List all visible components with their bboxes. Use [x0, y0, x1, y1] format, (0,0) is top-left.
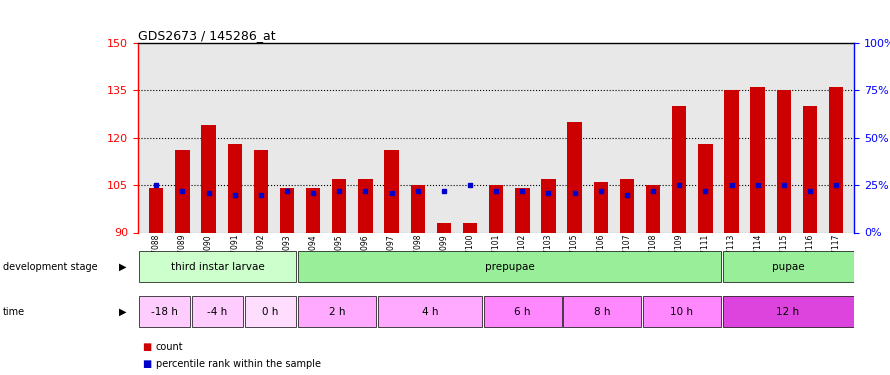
- Bar: [139, 252, 296, 282]
- Text: pupae: pupae: [772, 262, 805, 272]
- Text: GDS2673 / 145286_at: GDS2673 / 145286_at: [138, 29, 276, 42]
- Text: ▶: ▶: [119, 307, 126, 316]
- Text: 10 h: 10 h: [670, 307, 693, 316]
- Bar: [698, 144, 713, 232]
- Text: prepupae: prepupae: [484, 262, 534, 272]
- Bar: [192, 297, 243, 327]
- Bar: [643, 297, 721, 327]
- Bar: [672, 106, 686, 232]
- Bar: [201, 125, 215, 232]
- Bar: [541, 179, 555, 232]
- Bar: [359, 179, 373, 232]
- Bar: [228, 144, 242, 232]
- Bar: [306, 188, 320, 232]
- Bar: [298, 252, 721, 282]
- Bar: [489, 185, 504, 232]
- Bar: [298, 297, 376, 327]
- Text: ▶: ▶: [119, 262, 126, 272]
- Text: -4 h: -4 h: [207, 307, 228, 316]
- Text: ■: ■: [142, 342, 151, 352]
- Bar: [515, 188, 530, 232]
- Bar: [463, 223, 477, 232]
- Bar: [568, 122, 582, 232]
- Bar: [437, 223, 451, 232]
- Bar: [619, 179, 634, 232]
- Bar: [724, 90, 739, 232]
- Text: third instar larvae: third instar larvae: [171, 262, 264, 272]
- Bar: [723, 252, 854, 282]
- Text: count: count: [156, 342, 183, 352]
- Text: 4 h: 4 h: [422, 307, 438, 316]
- Text: 2 h: 2 h: [328, 307, 345, 316]
- Bar: [750, 87, 765, 232]
- Bar: [279, 188, 295, 232]
- Bar: [410, 185, 425, 232]
- Bar: [723, 297, 854, 327]
- Text: 6 h: 6 h: [514, 307, 531, 316]
- Bar: [175, 150, 190, 232]
- Text: -18 h: -18 h: [151, 307, 178, 316]
- Text: ■: ■: [142, 359, 151, 369]
- Bar: [829, 87, 844, 232]
- Bar: [245, 297, 296, 327]
- Bar: [384, 150, 399, 232]
- Bar: [139, 297, 190, 327]
- Text: time: time: [3, 307, 25, 316]
- Bar: [777, 90, 791, 232]
- Text: 12 h: 12 h: [776, 307, 799, 316]
- Bar: [254, 150, 268, 232]
- Text: 0 h: 0 h: [263, 307, 279, 316]
- Text: development stage: development stage: [3, 262, 97, 272]
- Bar: [803, 106, 817, 232]
- Text: 8 h: 8 h: [594, 307, 611, 316]
- Bar: [646, 185, 660, 232]
- Bar: [377, 297, 482, 327]
- Bar: [594, 182, 608, 232]
- Bar: [483, 297, 562, 327]
- Text: percentile rank within the sample: percentile rank within the sample: [156, 359, 320, 369]
- Bar: [332, 179, 346, 232]
- Bar: [563, 297, 642, 327]
- Bar: [149, 188, 164, 232]
